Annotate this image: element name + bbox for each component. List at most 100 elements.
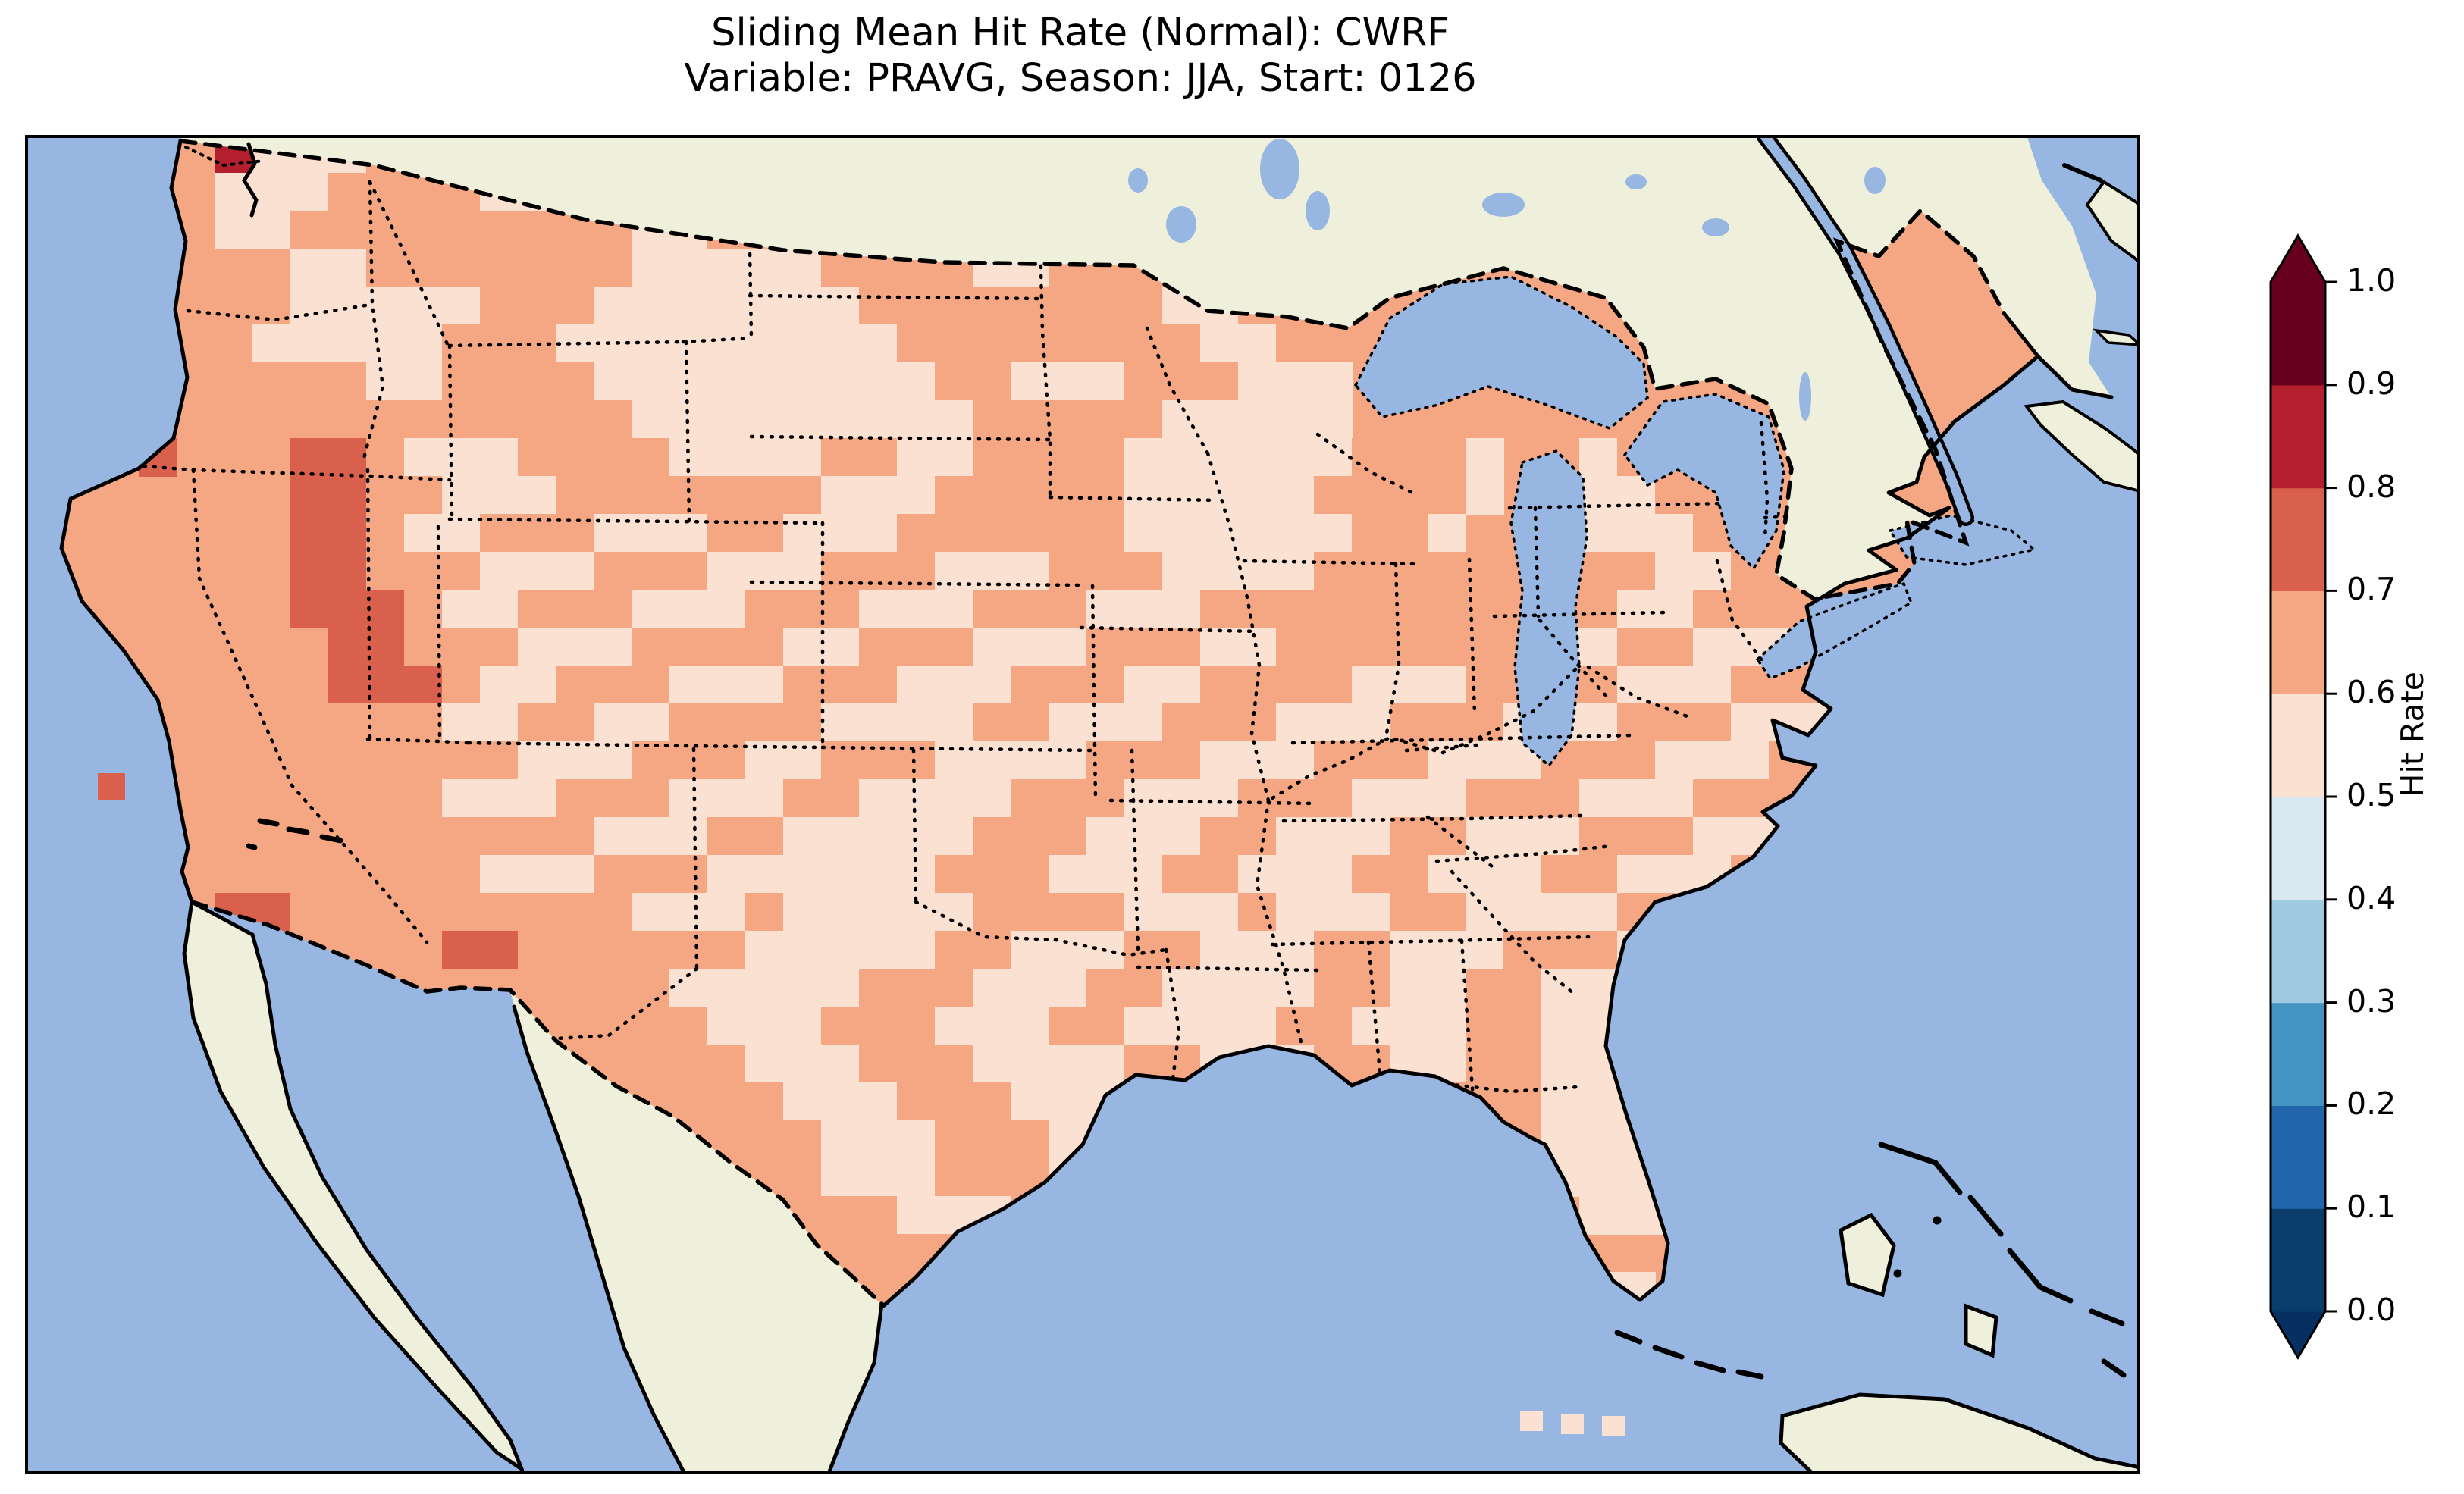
grid-cell <box>973 476 1011 515</box>
grid-cell <box>1162 893 1201 932</box>
grid-cell <box>859 779 898 818</box>
grid-cell <box>1428 666 1466 704</box>
grid-cell <box>594 400 632 439</box>
grid-cell <box>1276 590 1315 628</box>
grid-cell <box>1162 1007 1201 1045</box>
grid-cell <box>98 773 125 800</box>
grid-cell <box>1276 362 1315 401</box>
grid-cell <box>290 855 329 894</box>
grid-cell <box>366 324 405 363</box>
grid-cell <box>480 817 519 856</box>
grid-cell <box>442 249 481 287</box>
grid-cell <box>215 324 253 363</box>
grid-cell <box>859 514 898 553</box>
grid-cell <box>1314 400 1353 439</box>
grid-cell <box>745 590 784 628</box>
grid-cell <box>973 779 1011 818</box>
grid-cell <box>783 287 822 325</box>
grid-cell <box>783 1007 822 1045</box>
grid-cell <box>897 287 936 325</box>
grid-cell <box>1086 476 1125 515</box>
grid-cell <box>1503 1007 1542 1045</box>
grid-cell <box>1314 931 1353 969</box>
grid-cell <box>1390 628 1428 666</box>
grid-cell <box>632 703 670 742</box>
grid-cell <box>935 855 973 894</box>
grid-cell <box>707 703 746 742</box>
grid-cell <box>632 552 670 590</box>
grid-cell <box>215 590 253 628</box>
grid-cell <box>745 969 784 1007</box>
grid-cell <box>935 893 973 932</box>
andros-island <box>1839 1212 1896 1298</box>
grid-cell <box>404 817 443 856</box>
grid-cell <box>1617 666 1656 704</box>
grid-cell <box>1503 817 1542 856</box>
grid-cell <box>1086 817 1125 856</box>
grid-cell <box>366 362 405 401</box>
colorbar-segment <box>2271 590 2325 694</box>
grid-cell <box>1124 666 1163 704</box>
grid-cell <box>821 855 860 894</box>
grid-cell <box>859 1120 898 1159</box>
grid-cell <box>935 1007 973 1045</box>
grid-cell <box>783 438 822 477</box>
grid-cell <box>442 362 481 401</box>
grid-cell <box>1162 741 1201 780</box>
grid-cell <box>1541 969 1580 1007</box>
grid-cell <box>821 1158 860 1197</box>
grid-cell <box>821 969 860 1007</box>
hit-rate-grid-extras <box>98 773 1625 1436</box>
grid-cell <box>1086 893 1125 932</box>
grid-cell <box>935 1082 973 1121</box>
grid-cell <box>1238 438 1277 477</box>
grid-cell <box>859 400 898 439</box>
grid-cell <box>821 362 860 401</box>
grid-cell <box>252 514 291 553</box>
grid-cell <box>632 931 670 969</box>
grid-cell <box>404 552 443 590</box>
grid-cell <box>366 628 405 666</box>
grid-cell <box>707 476 746 515</box>
grid-cell <box>290 324 329 363</box>
grid-cell <box>594 703 632 742</box>
grid-cell <box>1314 893 1353 932</box>
grid-cell <box>821 476 860 515</box>
grid-cell <box>442 552 481 590</box>
grid-cell <box>215 362 253 401</box>
grid-cell <box>1428 969 1466 1007</box>
grid-cell <box>518 855 556 894</box>
grid-cell <box>897 324 936 363</box>
grid-cell <box>215 855 253 894</box>
grid-cell <box>859 1045 898 1083</box>
grid-cell <box>1200 400 1239 439</box>
grid-cell <box>1200 931 1239 969</box>
grid-cell <box>1390 969 1428 1007</box>
grid-cell <box>1200 438 1239 477</box>
grid-cell <box>215 628 253 666</box>
grid-cell <box>707 552 746 590</box>
grid-cell <box>1314 476 1353 515</box>
grid-cell <box>669 855 708 894</box>
grid-cell <box>1617 552 1656 590</box>
grid-cell <box>556 400 594 439</box>
grid-cell <box>328 703 367 742</box>
grid-cell <box>632 438 670 477</box>
grid-cell <box>1579 741 1618 780</box>
grid-cell <box>1466 476 1504 515</box>
grid-cell <box>442 817 481 856</box>
grid-cell <box>1503 1045 1542 1083</box>
grid-cell <box>935 969 973 1007</box>
grid-cell <box>556 741 594 780</box>
grid-cell <box>556 362 594 401</box>
grid-cell <box>745 514 784 553</box>
grid-cell <box>973 1082 1011 1121</box>
grid-cell <box>669 287 708 325</box>
grid-cell <box>1200 628 1239 666</box>
grid-cell <box>1602 1416 1625 1436</box>
grid-cell <box>215 211 253 249</box>
grid-cell <box>404 666 443 704</box>
grid-cell <box>1428 438 1466 477</box>
grid-cell <box>1162 969 1201 1007</box>
grid-cell <box>1693 628 1732 666</box>
